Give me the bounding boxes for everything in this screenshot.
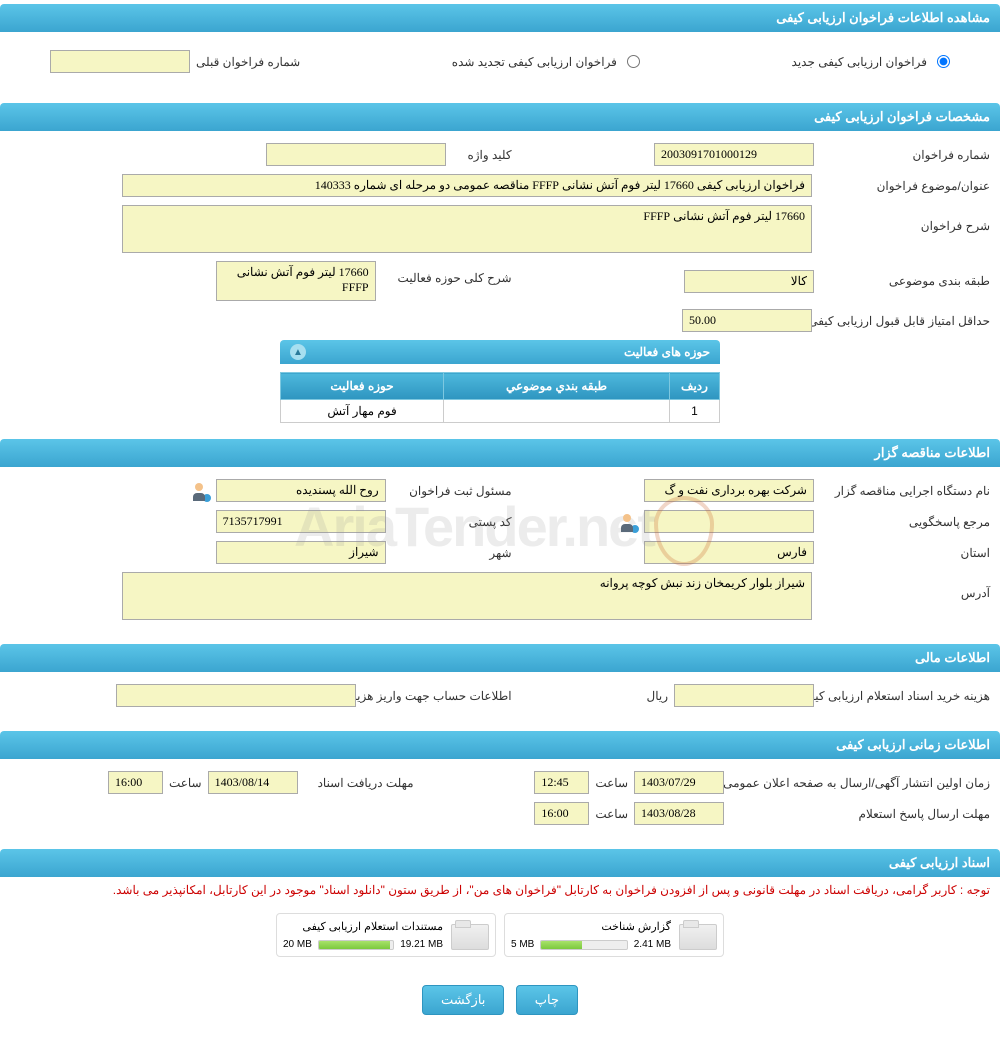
input-responder[interactable]: [644, 510, 814, 533]
label-publish: زمان اولین انتشار آگهی/ارسال به صفحه اعل…: [730, 776, 990, 790]
label-rial: ریال: [646, 689, 668, 703]
input-call-number[interactable]: [654, 143, 814, 166]
section-specs-header: مشخصات فراخوان ارزیابی کیفی: [0, 103, 1000, 131]
label-min-score: حداقل امتیاز قابل قبول ارزیابی کیفی: [820, 314, 990, 328]
docs-wrap: گزارش شناخت 5 MB 2.41 MB مستندات استعلام…: [0, 903, 1000, 967]
th-category: طبقه بندي موضوعي: [444, 373, 670, 400]
input-publish-date[interactable]: [634, 771, 724, 794]
user-icon[interactable]: [190, 481, 210, 501]
doc-title: مستندات استعلام ارزیابی کیفی: [283, 920, 443, 933]
label-registrar: مسئول ثبت فراخوان: [392, 484, 512, 498]
textarea-scope[interactable]: [216, 261, 376, 301]
section-specs-body: شماره فراخوان کلید واژه عنوان/موضوع فراخ…: [0, 131, 1000, 435]
activity-table-title: حوزه های فعالیت: [624, 345, 710, 359]
label-responder: مرجع پاسخگویی: [820, 515, 990, 529]
doc-used: 2.41 MB: [634, 939, 671, 950]
label-address: آدرس: [820, 572, 990, 600]
label-desc: شرح فراخوان: [820, 205, 990, 233]
buttons-row: چاپ بازگشت: [0, 967, 1000, 1033]
activity-table-header: حوزه های فعالیت ▲: [280, 340, 720, 364]
progress-bar: [318, 940, 394, 950]
textarea-address[interactable]: [122, 572, 812, 620]
label-postal: کد پستی: [392, 515, 512, 529]
input-reply-date[interactable]: [634, 802, 724, 825]
radio-new-call[interactable]: [937, 55, 950, 68]
section-timing-body: زمان اولین انتشار آگهی/ارسال به صفحه اعل…: [0, 759, 1000, 845]
label-reply: مهلت ارسال پاسخ استعلام: [730, 807, 990, 821]
input-receive-date[interactable]: [208, 771, 298, 794]
label-new-call: فراخوان ارزیابی کیفی جدید: [792, 55, 927, 69]
input-registrar[interactable]: [216, 479, 386, 502]
label-title: عنوان/موضوع فراخوان: [820, 179, 990, 193]
progress-bar: [540, 940, 627, 950]
section-financial-body: هزینه خرید اسناد استعلام ارزیابی کیفی ری…: [0, 672, 1000, 727]
section-view-info-body: فراخوان ارزیابی کیفی جدید فراخوان ارزیاب…: [0, 32, 1000, 99]
label-hour: ساعت: [595, 807, 628, 821]
label-scope: شرح کلی حوزه فعالیت: [382, 261, 512, 285]
doc-used: 19.21 MB: [400, 939, 443, 950]
doc-title: گزارش شناخت: [511, 920, 671, 933]
input-province[interactable]: [644, 541, 814, 564]
label-call-number: شماره فراخوان: [820, 148, 990, 162]
label-keyword: کلید واژه: [452, 148, 512, 162]
label-account: اطلاعات حساب جهت واریز هزینه خرید اسناد: [362, 689, 512, 703]
docs-warning: توجه : کاربر گرامی، دریافت اسناد در مهلت…: [0, 877, 1000, 903]
cell-idx: 1: [670, 400, 720, 423]
section-owner-header: اطلاعات مناقصه گزار: [0, 439, 1000, 467]
folder-icon: [451, 920, 489, 950]
input-city[interactable]: [216, 541, 386, 564]
input-org[interactable]: [644, 479, 814, 502]
section-owner-body: نام دستگاه اجرایی مناقصه گزار مسئول ثبت …: [0, 467, 1000, 640]
label-category: طبقه بندی موضوعی: [820, 274, 990, 288]
print-button[interactable]: چاپ: [516, 985, 578, 1015]
activity-table: ردیف طبقه بندي موضوعي حوزه فعالیت 1 فوم م…: [280, 372, 720, 423]
section-timing-header: اطلاعات زمانی ارزیابی کیفی: [0, 731, 1000, 759]
label-org: نام دستگاه اجرایی مناقصه گزار: [820, 484, 990, 498]
input-keyword[interactable]: [266, 143, 446, 166]
input-category[interactable]: [684, 270, 814, 293]
input-min-score[interactable]: [682, 309, 812, 332]
section-financial-header: اطلاعات مالی: [0, 644, 1000, 672]
label-hour: ساعت: [595, 776, 628, 790]
textarea-desc[interactable]: [122, 205, 812, 253]
label-province: استان: [820, 546, 990, 560]
cell-category: [444, 400, 670, 423]
back-button[interactable]: بازگشت: [422, 985, 504, 1015]
table-row: 1 فوم مهار آتش: [281, 400, 720, 423]
input-publish-time[interactable]: [534, 771, 589, 794]
doc-card[interactable]: گزارش شناخت 5 MB 2.41 MB: [504, 913, 724, 957]
input-reply-time[interactable]: [534, 802, 589, 825]
collapse-icon[interactable]: ▲: [290, 344, 306, 360]
doc-card[interactable]: مستندات استعلام ارزیابی کیفی 20 MB 19.21…: [276, 913, 496, 957]
input-postal[interactable]: [216, 510, 386, 533]
label-renewed-call: فراخوان ارزیابی کیفی تجدید شده: [452, 55, 617, 69]
input-title[interactable]: [122, 174, 812, 197]
label-receive: مهلت دریافت اسناد: [304, 776, 414, 790]
label-cost: هزینه خرید اسناد استعلام ارزیابی کیفی: [820, 689, 990, 703]
label-city: شهر: [392, 546, 512, 560]
th-row: ردیف: [670, 373, 720, 400]
input-cost[interactable]: [674, 684, 814, 707]
input-account[interactable]: [116, 684, 356, 707]
label-hour: ساعت: [169, 776, 202, 790]
input-prev-number[interactable]: [50, 50, 190, 73]
doc-total: 20 MB: [283, 939, 312, 950]
cell-scope: فوم مهار آتش: [281, 400, 444, 423]
user-icon[interactable]: [618, 512, 638, 532]
doc-total: 5 MB: [511, 939, 534, 950]
label-prev-number: شماره فراخوان قبلی: [196, 55, 300, 69]
radio-renewed-call[interactable]: [627, 55, 640, 68]
th-scope: حوزه فعالیت: [281, 373, 444, 400]
section-view-info-header: مشاهده اطلاعات فراخوان ارزیابی کیفی: [0, 4, 1000, 32]
section-docs-header: اسناد ارزیابی کیفی: [0, 849, 1000, 877]
folder-icon: [679, 920, 717, 950]
input-receive-time[interactable]: [108, 771, 163, 794]
